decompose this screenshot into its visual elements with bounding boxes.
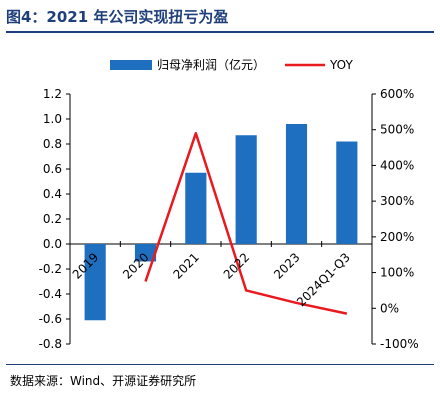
bar-2021: [185, 172, 207, 244]
y-right-tick-label: 300%: [380, 194, 414, 208]
x-tick-label-2024Q1-Q3: 2024Q1-Q3: [294, 250, 353, 309]
y-left-tick-label: -0.2: [39, 262, 62, 276]
x-tick-label-2021: 2021: [170, 250, 201, 281]
legend-line-label: YOY: [329, 58, 353, 72]
y-right-tick-label: 400%: [380, 158, 414, 172]
y-left-tick-label: 0.4: [43, 187, 62, 201]
figure-title: 图4：2021 年公司实现扭亏为盈: [6, 8, 229, 26]
yoy-line-series: [144, 132, 348, 315]
x-tick-label-2022: 2022: [221, 250, 252, 281]
y-left-tick-label: 1.2: [43, 87, 62, 101]
bar-2024Q1-Q3: [336, 141, 358, 244]
source-divider: [6, 364, 434, 365]
y-right-tick-label: 500%: [380, 123, 414, 137]
bar-2023: [285, 124, 308, 244]
y-left-tick-label: -0.4: [39, 287, 62, 301]
y-right-tick-label: 200%: [380, 230, 414, 244]
y-right-tick-label: 0%: [380, 301, 399, 315]
y-left-tick-label: -0.6: [39, 312, 62, 326]
bar-2019: [84, 244, 106, 321]
x-tick-label-2023: 2023: [271, 250, 302, 281]
bar-2020: [134, 244, 157, 262]
legend-bar-label: 归母净利润（亿元）: [157, 57, 265, 72]
y-left-tick-label: 0.6: [43, 162, 62, 176]
bar-2022: [235, 135, 257, 244]
y-left-tick-label: 0.2: [43, 212, 62, 226]
source-note: 数据来源：Wind、开源证券研究所: [10, 374, 197, 388]
y-right-tick-label: 100%: [380, 266, 414, 280]
bars: [84, 124, 358, 321]
title-divider: [6, 31, 434, 33]
y-right-tick-label: 600%: [380, 87, 414, 101]
y-left-tick-label: 1.0: [43, 112, 62, 126]
y-left-tick-label: 0.0: [43, 237, 62, 251]
y-right-tick-label: -100%: [380, 337, 419, 351]
y-left-tick-label: -0.8: [39, 337, 62, 351]
legend-bar-swatch: [110, 60, 152, 70]
axes: 1.2 1.0 0.8 0.6 0.4 0.2 0.0 -0.2 -0.4 -0.6 -0.8 600…: [39, 87, 419, 351]
y-left-tick-label: 0.8: [43, 137, 62, 151]
